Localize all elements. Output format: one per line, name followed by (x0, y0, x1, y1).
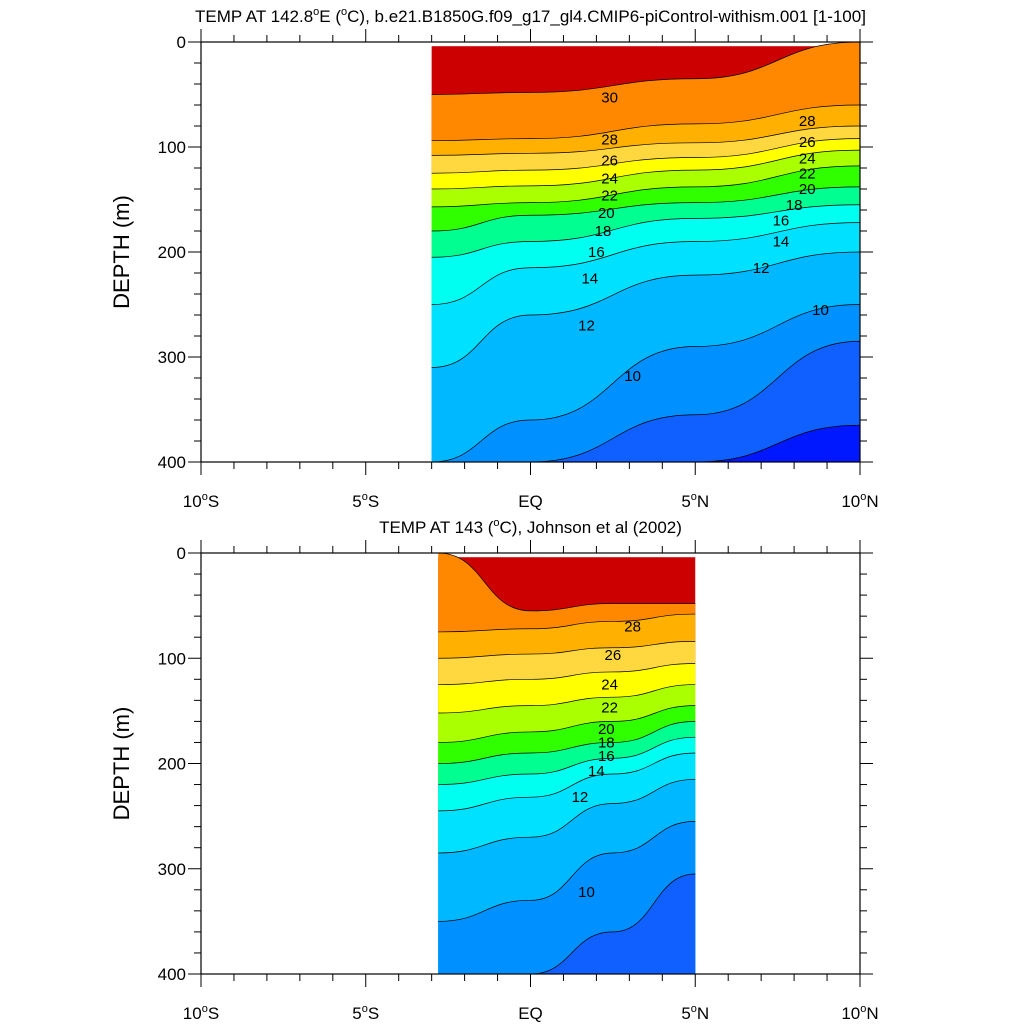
isotherm-line-22 (431, 149, 860, 190)
isotherm-line-16 (438, 736, 696, 785)
contour-label: 26 (605, 647, 622, 664)
contour-label: 20 (598, 721, 615, 738)
chart-title: TEMP AT 142.8oE (oC), b.e21.B1850G.f09_g… (195, 6, 866, 26)
contour-label: 18 (598, 734, 615, 751)
x-tick-label: 5oN (681, 491, 709, 511)
x-tick-label: 5oN (681, 1003, 709, 1023)
contour-label: 10 (812, 302, 829, 319)
x-tick-label: 5oS (352, 1003, 379, 1023)
filled-contours (438, 553, 696, 974)
y-axis-label: DEPTH (m) (109, 195, 134, 309)
isotherm-line-20 (431, 165, 860, 208)
isotherm-line-30 (438, 553, 696, 612)
isotherm-line-26 (431, 125, 860, 156)
filled-contours (431, 42, 860, 462)
y-tick-label: 0 (177, 544, 186, 563)
x-tick-label: EQ (518, 492, 543, 511)
isotherm-line-8 (431, 340, 860, 462)
isotherm-line-28 (431, 104, 860, 142)
y-axis-label: DEPTH (m) (109, 707, 134, 821)
contour-label: 22 (799, 165, 816, 182)
contour-label: 24 (601, 171, 618, 188)
isotherm-line-18 (431, 186, 860, 232)
contour-label: 12 (578, 318, 595, 335)
isotherm-line-26 (438, 641, 696, 659)
x-tick-label: EQ (518, 1004, 543, 1023)
contour-label: 16 (773, 213, 790, 230)
y-tick-label: 300 (158, 860, 186, 879)
panel-model: 3028262422201816141210282624222018161412… (109, 6, 879, 511)
contour-label: 30 (601, 90, 618, 107)
band-8 (438, 874, 696, 974)
isotherm-line-12 (438, 778, 696, 854)
x-tick-label: 10oS (183, 1003, 219, 1023)
isotherm-line-10 (431, 304, 860, 462)
y-tick-label: 200 (158, 243, 186, 262)
contour-label: 20 (799, 181, 816, 198)
isotherm-line-18 (438, 721, 696, 764)
y-tick-label: 400 (158, 965, 186, 984)
isotherm-line-10 (438, 821, 696, 922)
contour-label: 28 (601, 132, 618, 149)
contour-label: 24 (601, 677, 618, 694)
contour-label: 28 (799, 113, 816, 130)
x-tick-label: 10oN (841, 1003, 878, 1023)
isotherm-line-14 (431, 222, 860, 305)
contour-label: 18 (595, 223, 612, 240)
x-tick-label: 10oS (183, 491, 219, 511)
contour-label: 16 (588, 244, 605, 261)
isotherm-line-14 (438, 752, 696, 812)
contour-label: 26 (601, 153, 618, 170)
contour-label: 10 (578, 884, 595, 901)
y-tick-label: 100 (158, 138, 186, 157)
contour-label: 26 (799, 134, 816, 151)
isotherm-line-20 (438, 705, 696, 743)
contour-label: 14 (588, 763, 605, 780)
contour-label: 16 (598, 748, 615, 765)
band-8 (431, 341, 860, 462)
isotherm-line-28 (438, 613, 696, 633)
contour-label: 22 (601, 700, 618, 717)
y-tick-label: 100 (158, 649, 186, 668)
contour-label: 14 (773, 234, 790, 251)
contour-label: 20 (598, 205, 615, 222)
x-tick-label: 10oN (841, 491, 878, 511)
isotherm-line-24 (431, 138, 860, 174)
contour-label: 14 (581, 270, 598, 287)
y-tick-label: 200 (158, 755, 186, 774)
isotherm-line-6 (431, 424, 860, 462)
chart-title: TEMP AT 143 (oC), Johnson et al (2002) (379, 517, 682, 537)
contour-label: 28 (624, 619, 641, 636)
isotherm-line-16 (431, 204, 860, 258)
x-tick-label: 5oS (352, 491, 379, 511)
contour-label: 10 (624, 368, 641, 385)
y-tick-label: 400 (158, 453, 186, 472)
isotherm-line-22 (438, 684, 696, 714)
contour-label: 12 (753, 260, 770, 277)
y-tick-label: 300 (158, 348, 186, 367)
isotherm-line-8 (438, 873, 696, 974)
y-tick-label: 0 (177, 33, 186, 52)
contour-label: 24 (799, 151, 816, 168)
contour-label: 18 (786, 197, 803, 214)
contour-label: 12 (572, 789, 589, 806)
band-6 (431, 425, 860, 462)
contour-label: 22 (601, 187, 618, 204)
isotherm-line-24 (438, 663, 696, 685)
isotherm-line-12 (431, 251, 860, 368)
isotherm-line-30 (431, 42, 860, 95)
